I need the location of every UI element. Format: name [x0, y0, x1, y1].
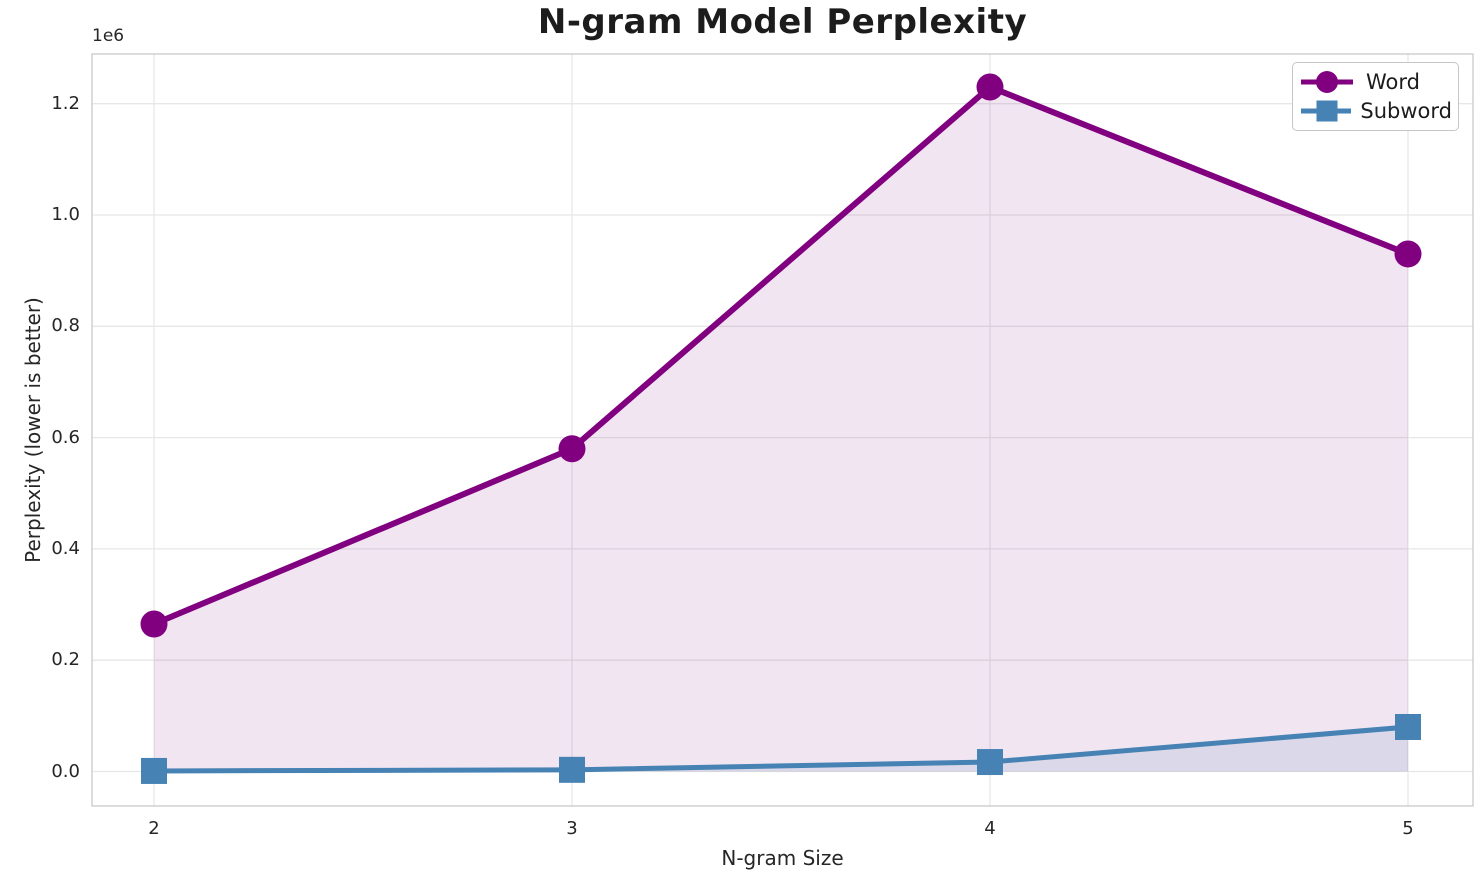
legend-label: Word: [1366, 69, 1420, 94]
x-axis-label: N-gram Size: [721, 846, 844, 870]
y-tick-label: 1.2: [51, 92, 80, 114]
legend-item-word: Word: [1299, 68, 1452, 96]
y-axis-offset-label: 1e6: [92, 26, 125, 46]
subword-line: [151, 724, 1411, 774]
legend-label: Subword: [1360, 99, 1452, 124]
y-tick-label: 0.4: [51, 537, 80, 559]
y-tick-label: 1.0: [51, 204, 80, 225]
subword-marker: [1395, 713, 1421, 740]
word-marker: [140, 610, 168, 638]
subword-marker: [141, 757, 167, 784]
word-line: [151, 84, 1411, 628]
y-tick-label: 0.6: [51, 426, 80, 448]
x-tick-label: 2: [148, 818, 160, 839]
word-area-fill: [154, 87, 1408, 772]
y-tick-label: 0.0: [51, 760, 80, 782]
word-marker: [558, 435, 586, 463]
subword-marker: [977, 749, 1003, 776]
y-tick-label: 0.8: [51, 315, 80, 337]
x-tick-label: 4: [984, 818, 996, 839]
legend: Word Subword: [1292, 62, 1459, 131]
subword-area-fill: [154, 726, 1408, 772]
legend-item-subword: Subword: [1299, 97, 1452, 125]
plot-border: [91, 53, 1474, 807]
word-marker: [1394, 240, 1422, 268]
chart-title: N-gram Model Perplexity: [537, 2, 1028, 42]
legend-square-marker: [1316, 100, 1338, 122]
word-marker: [976, 73, 1004, 101]
square-marker-icon: [1301, 100, 1352, 122]
x-tick-label: 5: [1402, 818, 1414, 839]
legend-circle-marker: [1316, 70, 1338, 93]
circle-marker-icon: [1301, 70, 1353, 93]
subword-marker: [559, 756, 585, 783]
x-tick-label: 3: [566, 818, 578, 839]
y-tick-label: 0.2: [51, 649, 80, 671]
